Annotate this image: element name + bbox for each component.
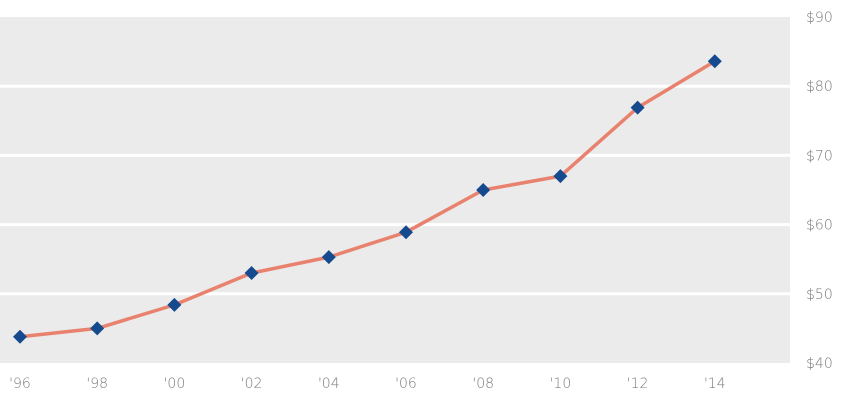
gridlines [0, 84, 790, 296]
y-tick-label: $50 [806, 287, 833, 303]
x-tick-label: '04 [318, 376, 340, 392]
data-point-marker [630, 100, 645, 115]
data-point-marker [476, 183, 491, 197]
x-tick-label: '96 [9, 376, 31, 392]
x-tick-label: '12 [627, 376, 649, 392]
x-tick-label: '02 [241, 376, 263, 392]
y-tick-label: $40 [806, 356, 833, 372]
data-point-marker [553, 169, 568, 184]
x-tick-label: '00 [164, 376, 186, 392]
data-point-markers [13, 54, 722, 344]
series-polyline [18, 59, 717, 339]
data-point-marker [399, 225, 413, 240]
x-tick-label: '10 [550, 376, 572, 392]
data-point-marker [244, 266, 259, 281]
x-tick-label: '98 [86, 376, 108, 392]
x-axis-tick-labels: '96 '98 '00 '02 '04 '06 '08 '10 '12 '14 [9, 376, 725, 392]
series-line [18, 59, 717, 339]
data-point-marker [167, 297, 182, 312]
data-point-marker [321, 250, 336, 265]
y-axis-tick-labels: $40 $50 $60 $70 $80 $90 [806, 10, 833, 372]
data-point-marker [13, 329, 27, 344]
y-tick-label: $90 [806, 10, 833, 26]
x-tick-label: '08 [472, 376, 494, 392]
data-point-marker [707, 54, 722, 69]
plot-area [0, 17, 790, 363]
x-tick-label: '14 [704, 376, 726, 392]
y-tick-label: $70 [806, 148, 833, 164]
data-point-marker [90, 321, 105, 336]
y-tick-label: $80 [806, 79, 833, 95]
x-tick-label: '06 [395, 376, 417, 392]
y-tick-label: $60 [806, 218, 833, 234]
